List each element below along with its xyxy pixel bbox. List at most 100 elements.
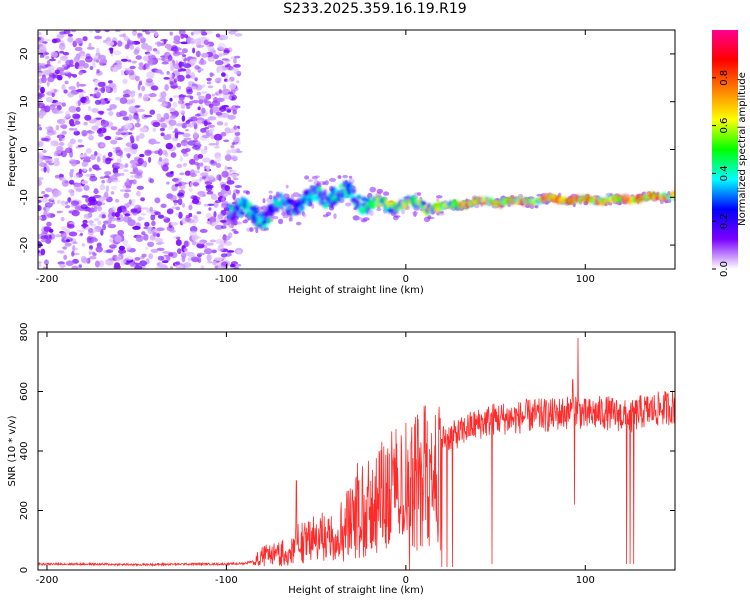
noise-blob (68, 210, 73, 214)
noise-blob (64, 71, 71, 75)
noise-blob (38, 102, 46, 109)
halo-blob (325, 211, 332, 216)
noise-blob (112, 180, 121, 183)
noise-blob (233, 70, 242, 75)
track-blob (238, 210, 245, 216)
noise-blob (134, 265, 143, 269)
noise-blob (141, 231, 146, 236)
colorbar-tick-label: 0.4 (719, 165, 730, 181)
noise-blob (99, 176, 106, 179)
noise-blob (206, 81, 212, 85)
noise-blob (203, 120, 208, 127)
noise-blob (160, 266, 169, 269)
noise-blob (144, 149, 152, 156)
noise-blob (168, 119, 177, 126)
noise-blob (81, 257, 89, 264)
noise-blob (224, 241, 232, 247)
noise-blob (52, 189, 62, 197)
noise-blob (222, 52, 229, 55)
noise-blob (196, 120, 204, 125)
noise-blob (186, 95, 193, 98)
noise-blob (127, 69, 135, 76)
track-blob (411, 195, 416, 201)
noise-blob (120, 58, 128, 62)
noise-blob (85, 53, 91, 59)
noise-blob (91, 108, 99, 113)
noise-blob (230, 148, 238, 154)
noise-blob (115, 96, 121, 101)
noise-blob (80, 102, 87, 106)
noise-blob (226, 166, 233, 170)
y-tick-label: 10 (19, 95, 30, 108)
noise-blob (42, 38, 51, 42)
noise-blob (97, 220, 102, 225)
noise-blob (115, 131, 122, 136)
noise-blob (203, 248, 213, 255)
noise-blob (55, 124, 60, 131)
noise-blob (146, 53, 153, 57)
noise-blob (169, 107, 176, 113)
noise-blob (142, 30, 147, 33)
noise-blob (169, 31, 173, 36)
noise-blob (233, 55, 241, 59)
noise-blob (64, 242, 72, 247)
noise-blob (133, 49, 139, 55)
noise-blob (156, 247, 165, 251)
noise-blob (194, 170, 201, 174)
noise-blob (220, 112, 230, 118)
noise-blob (192, 139, 198, 143)
noise-blob (42, 70, 49, 75)
track-blob (295, 210, 300, 216)
x-tick-label: -200 (36, 274, 59, 285)
noise-blob (165, 142, 173, 150)
noise-blob (65, 59, 72, 66)
noise-blob (236, 148, 241, 153)
track-blob (357, 195, 361, 200)
noise-blob (166, 43, 172, 51)
noise-blob (234, 185, 242, 188)
noise-blob (51, 38, 58, 44)
noise-blob (150, 212, 155, 216)
noise-blob (220, 204, 229, 209)
noise-blob (198, 59, 207, 65)
halo-blob (417, 192, 422, 196)
noise-blob (68, 127, 75, 131)
noise-blob (117, 249, 127, 254)
halo-blob (261, 205, 268, 211)
noise-blob (46, 91, 54, 96)
noise-blob (38, 126, 43, 131)
noise-blob (193, 215, 199, 224)
noise-blob (81, 161, 89, 168)
noise-blob (56, 250, 65, 254)
noise-blob (62, 246, 68, 250)
noise-blob (109, 104, 117, 110)
halo-blob (401, 209, 405, 215)
noise-blob (91, 237, 99, 243)
noise-blob (190, 256, 199, 262)
track-blob (322, 189, 327, 196)
noise-blob (175, 77, 179, 82)
noise-blob (212, 261, 217, 266)
noise-blob (177, 85, 182, 90)
noise-blob (185, 120, 190, 124)
noise-blob (45, 126, 49, 130)
noise-blob (38, 141, 44, 147)
noise-blob (160, 132, 165, 137)
noise-blob (226, 180, 235, 185)
noise-blob (209, 239, 217, 243)
noise-blob (115, 149, 123, 157)
noise-blob (123, 169, 129, 173)
noise-blob (177, 248, 182, 255)
noise-blob (105, 86, 111, 93)
noise-blob (206, 165, 210, 172)
noise-blob (190, 116, 198, 122)
noise-blob (69, 138, 76, 145)
noise-blob (107, 223, 117, 229)
noise-blob (211, 93, 215, 97)
halo-blob (249, 227, 254, 232)
spectrogram-x-ticks: -200 -100 0 100 (36, 30, 595, 285)
snr-series-line (38, 337, 675, 570)
noise-blob (154, 31, 159, 37)
noise-blob (134, 257, 141, 261)
